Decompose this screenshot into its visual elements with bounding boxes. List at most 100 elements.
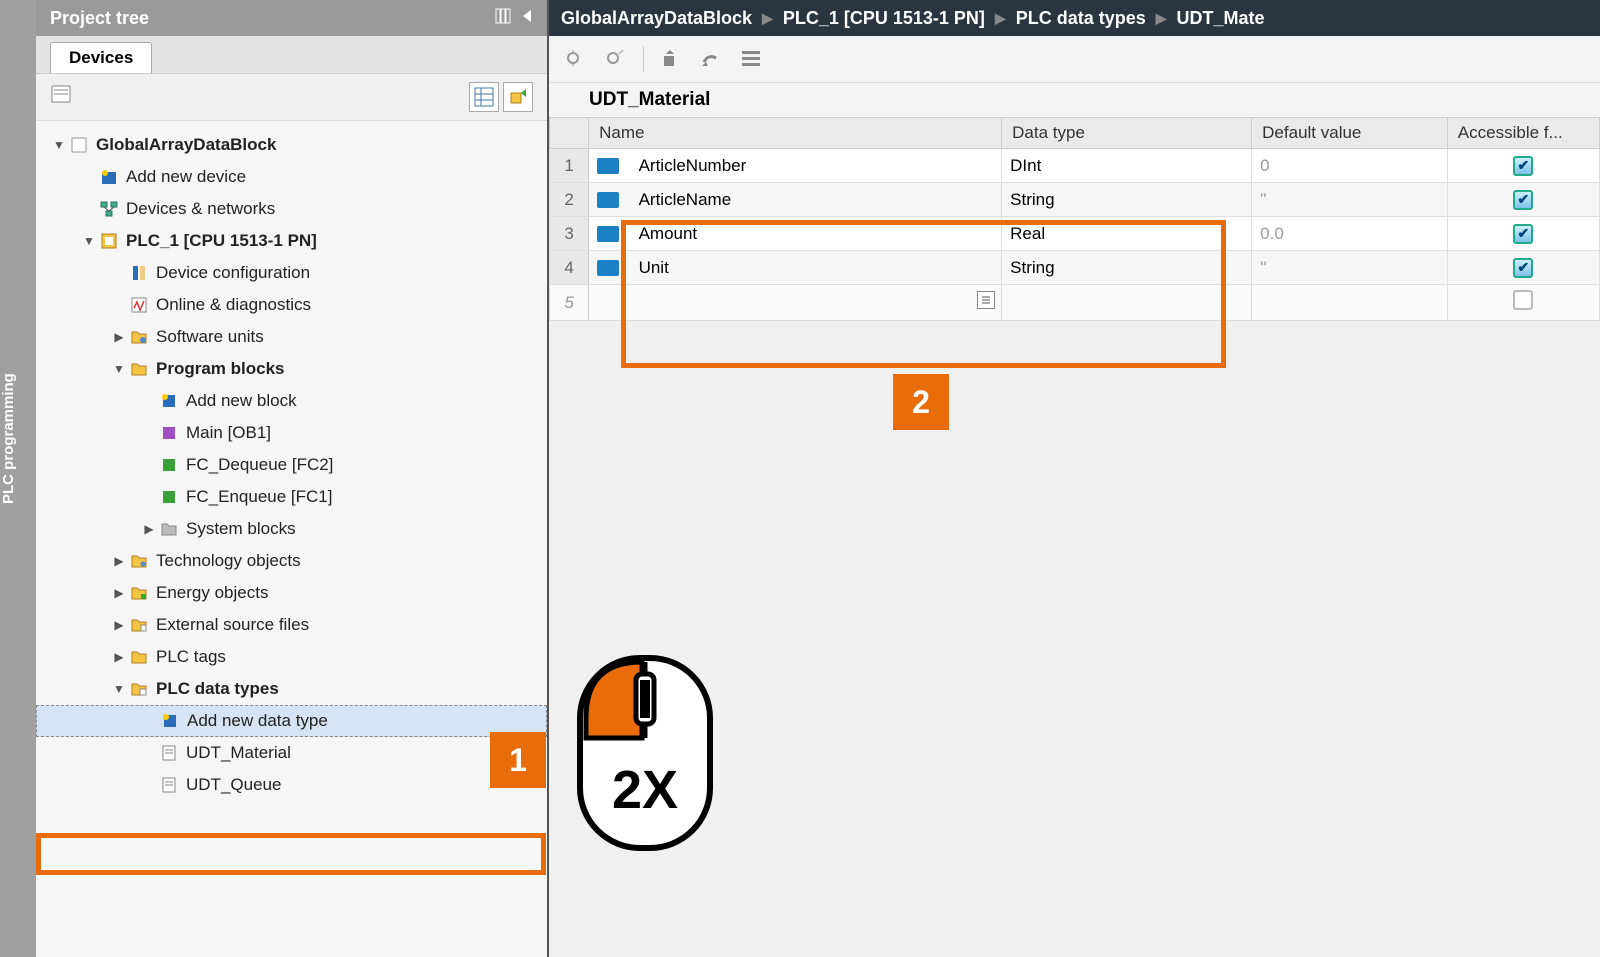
tree-plc[interactable]: ▼ PLC_1 [CPU 1513-1 PN]	[36, 225, 547, 257]
caret-down-icon[interactable]: ▼	[80, 234, 98, 248]
folder-icon	[128, 615, 150, 635]
breadcrumb-segment[interactable]: PLC_1 [CPU 1513-1 PN]	[783, 8, 985, 29]
col-accessible[interactable]: Accessible f...	[1447, 118, 1599, 149]
tree-udt-material[interactable]: UDT_Material	[36, 737, 547, 769]
cell-accessible[interactable]	[1447, 285, 1599, 321]
tree-body: ▼ GlobalArrayDataBlock Add new device De…	[36, 121, 547, 957]
tree-add-device[interactable]: Add new device	[36, 161, 547, 193]
tree-ext-source[interactable]: ▶ External source files	[36, 609, 547, 641]
caret-right-icon[interactable]: ▶	[110, 586, 128, 600]
tree-system-blocks[interactable]: ▶ System blocks	[36, 513, 547, 545]
cell-default[interactable]: 0.0	[1252, 217, 1448, 251]
caret-down-icon[interactable]: ▼	[110, 362, 128, 376]
caret-down-icon[interactable]: ▼	[110, 682, 128, 696]
checkbox-checked-icon[interactable]: ✔	[1513, 224, 1533, 244]
expand-icon[interactable]	[503, 82, 533, 112]
chevron-right-icon: ▶	[995, 10, 1006, 27]
cell-name[interactable]: Amount	[589, 217, 1002, 251]
tag-icon	[597, 192, 619, 208]
column-icon[interactable]	[495, 8, 511, 29]
side-strip-label: PLC programming	[0, 373, 17, 504]
tree-device-config[interactable]: Device configuration	[36, 257, 547, 289]
svg-text:2X: 2X	[612, 760, 678, 820]
col-default[interactable]: Default value	[1252, 118, 1448, 149]
cell-accessible[interactable]: ✔	[1447, 183, 1599, 217]
checkbox-checked-icon[interactable]: ✔	[1513, 156, 1533, 176]
cell-datatype[interactable]: String	[1002, 183, 1252, 217]
cell-datatype[interactable]: Real	[1002, 217, 1252, 251]
tree-add-data-type[interactable]: Add new data type	[36, 705, 547, 737]
caret-right-icon[interactable]: ▶	[110, 618, 128, 632]
tree-add-block[interactable]: Add new block	[36, 385, 547, 417]
caret-down-icon[interactable]: ▼	[50, 138, 68, 152]
toolbar-icon-3[interactable]	[658, 46, 684, 72]
tree-label: FC_Dequeue [FC2]	[186, 455, 333, 475]
tree-fc-dequeue[interactable]: FC_Dequeue [FC2]	[36, 449, 547, 481]
side-strip: PLC programming	[0, 0, 36, 957]
tree-main-ob[interactable]: Main [OB1]	[36, 417, 547, 449]
table-row[interactable]: 2 ArticleNameString''✔	[550, 183, 1600, 217]
toolbar-icon-4[interactable]	[698, 46, 724, 72]
tree-label: FC_Enqueue [FC1]	[186, 487, 332, 507]
tree-energy-objects[interactable]: ▶ Energy objects	[36, 577, 547, 609]
col-name[interactable]: Name	[589, 118, 1002, 149]
cell-datatype[interactable]: DInt	[1002, 149, 1252, 183]
tree-project-root[interactable]: ▼ GlobalArrayDataBlock	[36, 129, 547, 161]
chevron-right-icon: ▶	[762, 10, 773, 27]
cell-default[interactable]	[1252, 285, 1448, 321]
udt-icon	[158, 743, 180, 763]
tree-devices-networks[interactable]: Devices & networks	[36, 193, 547, 225]
toolbar-icon-1[interactable]	[563, 46, 589, 72]
cell-default[interactable]: 0	[1252, 149, 1448, 183]
cell-name[interactable]: Unit	[589, 251, 1002, 285]
tree-udt-queue[interactable]: UDT_Queue	[36, 769, 547, 801]
breadcrumb-segment[interactable]: GlobalArrayDataBlock	[561, 8, 752, 29]
checkbox-empty-icon[interactable]	[1513, 290, 1533, 310]
caret-right-icon[interactable]: ▶	[140, 522, 158, 536]
tree-label: PLC data types	[156, 679, 279, 699]
breadcrumb-segment[interactable]: UDT_Mate	[1177, 8, 1265, 29]
tree-plc-data-types[interactable]: ▼ PLC data types	[36, 673, 547, 705]
cell-name[interactable]: ArticleNumber	[589, 149, 1002, 183]
table-row-add-new[interactable]: 5	[550, 285, 1600, 321]
collapse-left-icon[interactable]	[521, 8, 533, 29]
tree-software-units[interactable]: ▶ Software units	[36, 321, 547, 353]
table-row[interactable]: 4 UnitString'' ✔	[550, 251, 1600, 285]
dropdown-icon[interactable]	[977, 291, 995, 309]
folder-icon	[128, 583, 150, 603]
caret-right-icon[interactable]: ▶	[110, 650, 128, 664]
add-new-cell[interactable]	[589, 285, 1002, 321]
project-icon	[68, 135, 90, 155]
table-row[interactable]: 3 AmountReal0.0✔	[550, 217, 1600, 251]
tree-online-diag[interactable]: Online & diagnostics	[36, 289, 547, 321]
toolbar-icon-2[interactable]	[603, 46, 629, 72]
cell-accessible[interactable]: ✔	[1447, 217, 1599, 251]
cell-accessible[interactable]: ✔	[1447, 149, 1599, 183]
tag-icon	[597, 226, 619, 242]
cell-datatype[interactable]: String	[1002, 251, 1252, 285]
breadcrumb-segment[interactable]: PLC data types	[1016, 8, 1146, 29]
cell-default[interactable]: ''	[1252, 183, 1448, 217]
cell-default[interactable]: ''	[1252, 251, 1448, 285]
tree-fc-enqueue[interactable]: FC_Enqueue [FC1]	[36, 481, 547, 513]
cell-name[interactable]: ArticleName	[589, 183, 1002, 217]
row-number: 4	[550, 251, 589, 285]
tag-icon	[597, 260, 619, 276]
tree-plc-tags[interactable]: ▶ PLC tags	[36, 641, 547, 673]
caret-right-icon[interactable]: ▶	[110, 554, 128, 568]
toolbar-icon-5[interactable]	[738, 46, 764, 72]
tree-view-icon[interactable]	[50, 84, 74, 111]
table-row[interactable]: 1 ArticleNumberDInt0✔	[550, 149, 1600, 183]
tree-tech-objects[interactable]: ▶ Technology objects	[36, 545, 547, 577]
list-view-icon[interactable]	[469, 82, 499, 112]
cell-datatype[interactable]	[1002, 285, 1252, 321]
folder-open-icon	[128, 359, 150, 379]
caret-right-icon[interactable]: ▶	[110, 330, 128, 344]
cell-accessible[interactable]: ✔	[1447, 251, 1599, 285]
tree-program-blocks[interactable]: ▼ Program blocks	[36, 353, 547, 385]
tab-devices[interactable]: Devices	[50, 42, 152, 73]
plc-icon	[98, 231, 120, 251]
checkbox-checked-icon[interactable]: ✔	[1513, 190, 1533, 210]
col-datatype[interactable]: Data type	[1002, 118, 1252, 149]
checkbox-checked-icon[interactable]: ✔	[1513, 258, 1533, 278]
